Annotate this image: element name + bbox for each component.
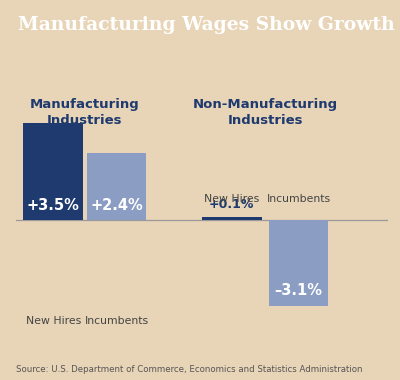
Text: Non-Manufacturing
Industries: Non-Manufacturing Industries [193, 98, 338, 127]
Bar [202, 217, 262, 220]
Text: +3.5%: +3.5% [27, 198, 80, 213]
Bar [269, 220, 328, 306]
Text: +2.4%: +2.4% [90, 198, 143, 213]
Bar [87, 153, 146, 220]
Text: New Hires: New Hires [204, 194, 259, 204]
Text: Changes in real earnings for new hires and incumbents, 2007–2011: Changes in real earnings for new hires a… [18, 57, 356, 67]
Text: +0.1%: +0.1% [209, 198, 254, 211]
Text: Incumbents: Incumbents [84, 316, 148, 326]
Text: Manufacturing Wages Show Growth: Manufacturing Wages Show Growth [18, 16, 395, 34]
Text: Manufacturing
Industries: Manufacturing Industries [30, 98, 140, 127]
Text: –3.1%: –3.1% [275, 283, 323, 298]
Text: Incumbents: Incumbents [267, 194, 331, 204]
Text: New Hires: New Hires [26, 316, 81, 326]
Bar [24, 123, 83, 220]
Text: Source: U.S. Department of Commerce, Economics and Statistics Administration: Source: U.S. Department of Commerce, Eco… [16, 365, 362, 374]
